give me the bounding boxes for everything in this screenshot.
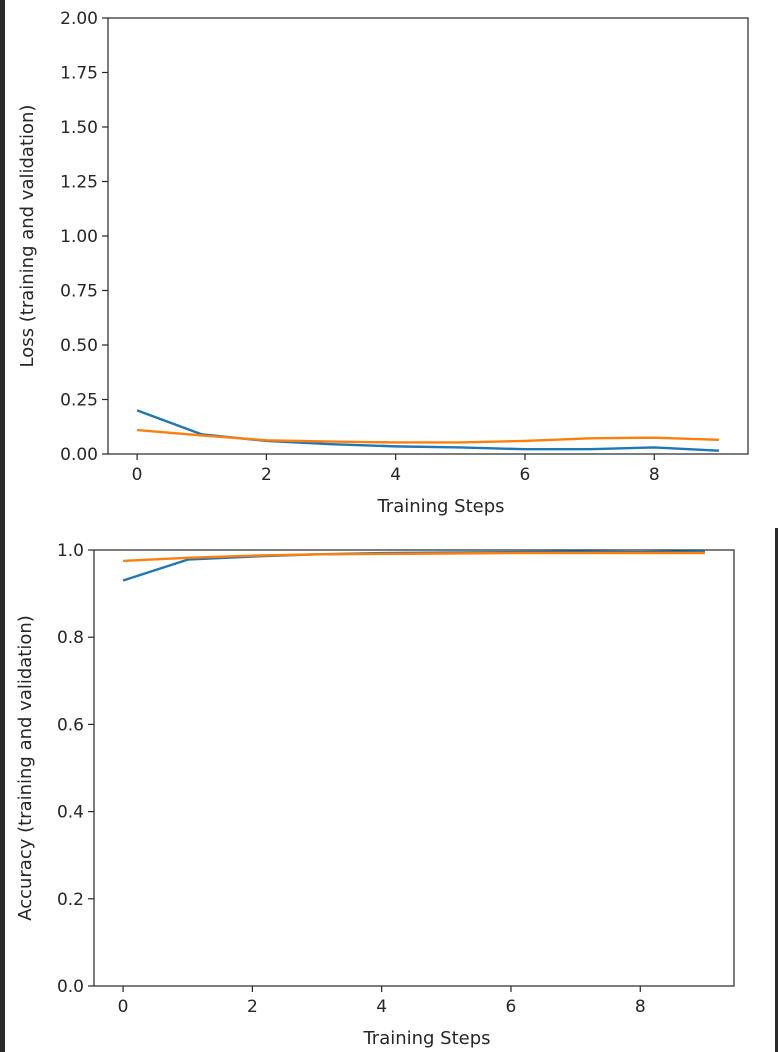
accuracy-x-tick-label: 6 [506,997,517,1017]
loss-y-tick-label: 1.50 [60,118,98,138]
loss-x-ticks: 0 2 4 6 8 [132,454,660,485]
loss-y-tick-label: 0.25 [60,391,98,411]
accuracy-x-ticks: 0 2 4 6 8 [118,986,646,1017]
accuracy-y-tick-label: 0.4 [57,803,84,823]
loss-x-tick-label: 0 [132,465,143,485]
left-dark-border [0,0,5,1052]
accuracy-y-tick-label: 0.8 [57,628,84,648]
loss-y-axis-label: Loss (training and validation) [17,105,38,368]
accuracy-y-tick-label: 0.6 [57,715,84,735]
loss-y-ticks: 0.00 0.25 0.50 0.75 1.00 1.25 1.50 1.75 2.00 [60,9,108,465]
loss-series-layer [136,409,719,452]
loss-y-tick-label: 0.00 [60,445,98,465]
accuracy-x-axis-label: Training Steps [362,1028,490,1049]
accuracy-y-tick-label: 1.0 [57,541,84,561]
loss-series-validation-line [136,428,719,444]
loss-plot-frame [107,17,749,455]
right-dark-border [775,528,778,1052]
loss-chart: 0 2 4 6 8 0.00 0.25 0.50 0.75 1.00 1.25 1.50 1.75 2.… [17,9,749,517]
loss-x-tick-label: 8 [649,465,660,485]
accuracy-x-tick-label: 0 [118,997,129,1017]
accuracy-x-tick-label: 4 [376,997,387,1017]
loss-x-tick-label: 6 [520,465,531,485]
accuracy-y-ticks: 0.0 0.2 0.4 0.6 0.8 1.0 [57,541,94,997]
loss-y-tick-label: 2.00 [60,9,98,29]
loss-x-axis-label: Training Steps [376,496,504,517]
loss-x-tick-label: 4 [390,465,401,485]
loss-y-tick-label: 1.25 [60,173,98,193]
loss-x-tick-label: 2 [261,465,272,485]
accuracy-series-validation-line [123,551,705,563]
accuracy-y-axis-label: Accuracy (training and validation) [15,615,36,921]
loss-y-tick-label: 0.50 [60,336,98,356]
accuracy-x-tick-label: 8 [635,997,646,1017]
loss-y-tick-label: 1.00 [60,227,98,247]
accuracy-plot-frame [93,549,735,987]
loss-y-tick-label: 1.75 [60,64,98,84]
accuracy-series-layer [122,550,705,582]
accuracy-y-tick-label: 0.2 [57,890,84,910]
accuracy-x-tick-label: 2 [247,997,258,1017]
loss-y-tick-label: 0.75 [60,282,98,302]
accuracy-y-tick-label: 0.0 [57,977,84,997]
